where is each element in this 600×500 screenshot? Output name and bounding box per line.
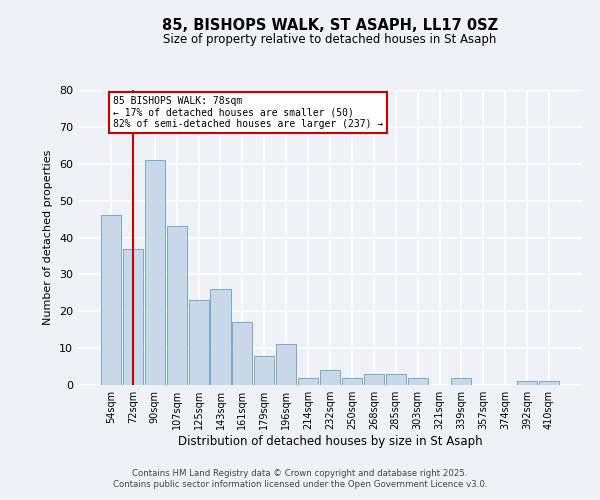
Bar bbox=[386, 374, 406, 385]
Bar bbox=[254, 356, 274, 385]
Bar bbox=[276, 344, 296, 385]
Bar bbox=[211, 289, 230, 385]
X-axis label: Distribution of detached houses by size in St Asaph: Distribution of detached houses by size … bbox=[178, 435, 482, 448]
Y-axis label: Number of detached properties: Number of detached properties bbox=[43, 150, 53, 325]
Text: Size of property relative to detached houses in St Asaph: Size of property relative to detached ho… bbox=[163, 32, 497, 46]
Bar bbox=[320, 370, 340, 385]
Text: 85 BISHOPS WALK: 78sqm
← 17% of detached houses are smaller (50)
82% of semi-det: 85 BISHOPS WALK: 78sqm ← 17% of detached… bbox=[113, 96, 383, 128]
Bar bbox=[145, 160, 165, 385]
Bar bbox=[123, 248, 143, 385]
Bar bbox=[364, 374, 384, 385]
Bar bbox=[101, 216, 121, 385]
Bar bbox=[232, 322, 253, 385]
Bar bbox=[298, 378, 318, 385]
Text: Contains public sector information licensed under the Open Government Licence v3: Contains public sector information licen… bbox=[113, 480, 487, 489]
Text: 85, BISHOPS WALK, ST ASAPH, LL17 0SZ: 85, BISHOPS WALK, ST ASAPH, LL17 0SZ bbox=[162, 18, 498, 32]
Bar bbox=[342, 378, 362, 385]
Bar bbox=[517, 382, 537, 385]
Bar bbox=[188, 300, 209, 385]
Bar bbox=[539, 382, 559, 385]
Bar bbox=[167, 226, 187, 385]
Bar bbox=[407, 378, 428, 385]
Bar bbox=[451, 378, 472, 385]
Text: Contains HM Land Registry data © Crown copyright and database right 2025.: Contains HM Land Registry data © Crown c… bbox=[132, 468, 468, 477]
